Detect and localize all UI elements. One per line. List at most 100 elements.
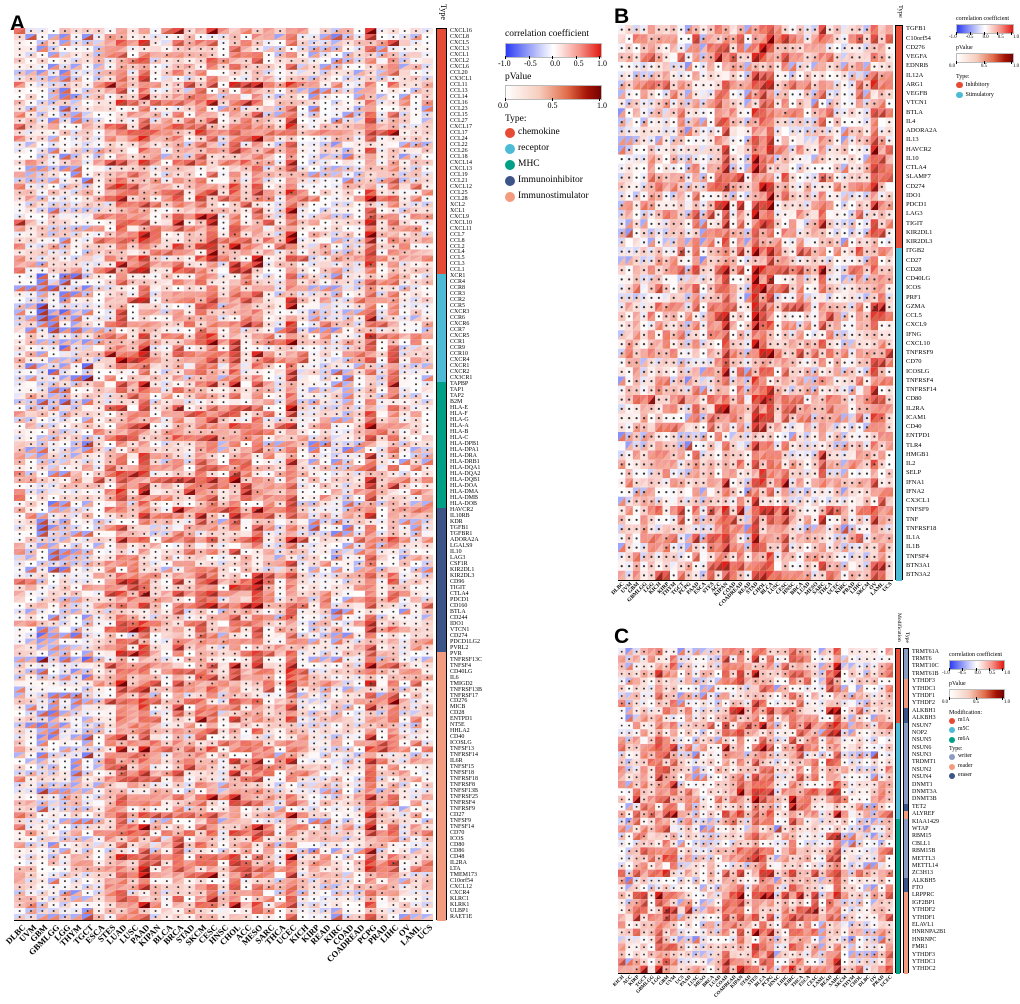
panel-a-legend-tick-label: 0.0	[550, 58, 561, 68]
panel-a-legend-tick-label: 1.0	[597, 101, 607, 110]
panel-a-row-label: CCR7	[450, 327, 466, 334]
panel-c-row-label: TRMT61A	[912, 648, 939, 655]
panel-a-row-label: HLA-DMA	[450, 488, 479, 495]
panel-c-row-label: HNRNPA2B1	[912, 929, 947, 936]
panel-a-row-label: CSF1R	[450, 560, 468, 567]
panel-a-row-label: HLA-DPB1	[450, 441, 480, 448]
panel-c-annotation-title: Modification	[896, 613, 902, 642]
panel-a-row-label: IL10	[450, 548, 462, 555]
panel-a-row-label: HLA-DRA	[450, 453, 477, 460]
panel-a-legend-tick	[575, 55, 577, 59]
panel-c-row-label: YTHDC2	[912, 966, 936, 973]
panel-a-legend-swatch-MHC	[505, 159, 515, 170]
panel-a-row-label: CXCL14	[450, 159, 473, 166]
panel-b-legend-item-label: Stimulatory	[965, 91, 994, 98]
panel-c-legend-swatch-eraser	[949, 773, 955, 780]
panel-a-legend-tick	[599, 98, 600, 101]
panel-b-row-label: CXCL9	[906, 321, 927, 329]
panel-a-row-label: TNFRSF25	[450, 794, 479, 801]
panel-a-row-label: HLA-B	[450, 429, 469, 436]
panel-c-annotation2-writer	[904, 656, 908, 664]
panel-b-legend-tick-label: 0.0	[982, 35, 989, 40]
panel-a-legend-tick	[599, 55, 600, 59]
panel-b-row-label: IL10	[906, 154, 919, 162]
panel-b-row-label: LAG3	[906, 210, 923, 218]
panel-c-row-label: ALKBH1	[912, 707, 936, 714]
panel-a-row-label: CCL8	[450, 237, 465, 244]
panel-c-legend-ticks	[949, 668, 1003, 671]
panel-a-heatmap-canvas	[14, 28, 433, 921]
panel-a-row-label: CX3CL1	[450, 75, 473, 82]
panel-b-row-label: TNFSF9	[906, 506, 929, 514]
panel-b-row-label: CTLA4	[906, 164, 927, 172]
panel-a-row-label: LGALS9	[450, 542, 473, 549]
panel-b-row-label: SELP	[906, 469, 922, 477]
panel-c-annotation-block-m5C	[896, 722, 900, 819]
panel-a-row-label: PVR	[450, 650, 462, 657]
panel-c-row-label: NSUN5	[912, 737, 932, 744]
panel-a-row-label: CCL17	[450, 129, 468, 136]
panel-a-row-label: HLA-E	[450, 405, 468, 412]
panel-c-annotation2-reader	[904, 966, 908, 974]
panel-c-legend-item: eraser	[949, 772, 972, 780]
panel-c-annotation2-writer	[904, 826, 908, 834]
panel-a-row-label: HLA-A	[450, 423, 469, 430]
panel-b-row-label: HMGB1	[906, 450, 929, 458]
panel-a-legend-tick	[552, 55, 553, 59]
panel-a-annotation-block-Immunostimulator	[437, 651, 446, 921]
panel-c-row-label: RBM15	[912, 833, 932, 840]
panel-b-row-label: CD40	[906, 423, 922, 431]
panel-a-row-label: HLA-DQA1	[450, 465, 481, 471]
panel-b-row-label: TNFRSF14	[906, 386, 937, 394]
panel-a-row-label: IL10RB	[450, 512, 470, 519]
panel-c-row-label: NSUN6	[912, 744, 932, 751]
panel-b-row-label: IDO1	[906, 191, 921, 199]
panel-a-row-label: CCL5	[450, 255, 465, 262]
panel-c-legend-tick	[988, 668, 990, 671]
panel-a-row-label: TNFSF9	[450, 818, 472, 825]
panel-b-row-label: GZMA	[906, 302, 926, 310]
panel-c-legend-tick-label: 0.0	[974, 671, 981, 676]
panel-c-legend-tick	[1002, 668, 1003, 671]
panel-c-annotation2-writer	[904, 870, 908, 878]
panel-b-row-label: CXCL10	[906, 339, 930, 347]
panel-c-annotation2-writer	[904, 744, 908, 753]
panel-c-legend-item-label: reader	[958, 762, 973, 769]
panel-c-annotation2-reader	[904, 700, 908, 708]
panel-a-row-label: CXCL8	[450, 33, 470, 40]
panel-c-annotation2-writer	[904, 752, 908, 760]
panel-c-annotation2-reader	[904, 944, 908, 952]
panel-a-row-label: TAPBP	[450, 381, 469, 388]
panel-c-row-label: METTL3	[912, 855, 935, 862]
panel-c-annotation2-writer	[904, 671, 908, 679]
panel-b-row-label: IL1B	[906, 543, 920, 551]
panel-a-row-label: TNFRSF13C	[450, 656, 483, 663]
panel-b-row-label: IL1A	[906, 534, 921, 542]
panel-c-row-label: TRMT61B	[912, 670, 939, 677]
panel-b-row-label: TIGIT	[906, 219, 923, 227]
panel-a-row-label: TNFSF13B	[450, 788, 479, 795]
panel-c-annotation-title: Type	[904, 632, 910, 643]
panel-a-row-label: CXCL12	[450, 183, 473, 190]
panel-a-row-label: CCL25	[450, 189, 468, 196]
panel-a-annotation-block-Immunoinhibitor	[437, 507, 446, 652]
panel-b-row-label: BTN3A1	[906, 561, 931, 569]
panel-b-row-label: TNFRSF18	[906, 524, 937, 532]
panel-b-row-label: ICOSLG	[906, 367, 930, 375]
panel-a-row-label: CD70	[450, 830, 465, 837]
panel-b-row-label: BTLA	[906, 108, 923, 116]
panel-c-row-label: LRPPRC	[912, 892, 935, 899]
panel-b-legend-tick-label: 1.0	[1013, 35, 1019, 40]
panel-a-row-label: TNFSF18	[450, 770, 475, 777]
panel-a-row-label: CXCL5	[450, 39, 470, 46]
panel-b-legend-tick-label: 0.5	[997, 35, 1004, 40]
panel-b-row-label: CD274	[906, 182, 925, 190]
panel-c-row-label: YTHDF3	[912, 951, 936, 958]
panel-a-row-label: CXCL9	[450, 213, 470, 220]
panel-a-row-label: HLA-DOA	[450, 482, 478, 489]
panel-a-row-label: CXCR1	[450, 363, 470, 370]
panel-c-row-label: DNMT3A	[912, 789, 937, 796]
panel-a-row-label: CCL23	[450, 105, 468, 112]
panel-a-legend-title: correlation coefficient	[505, 29, 589, 39]
panel-a-row-label: TMEM173	[450, 872, 477, 879]
